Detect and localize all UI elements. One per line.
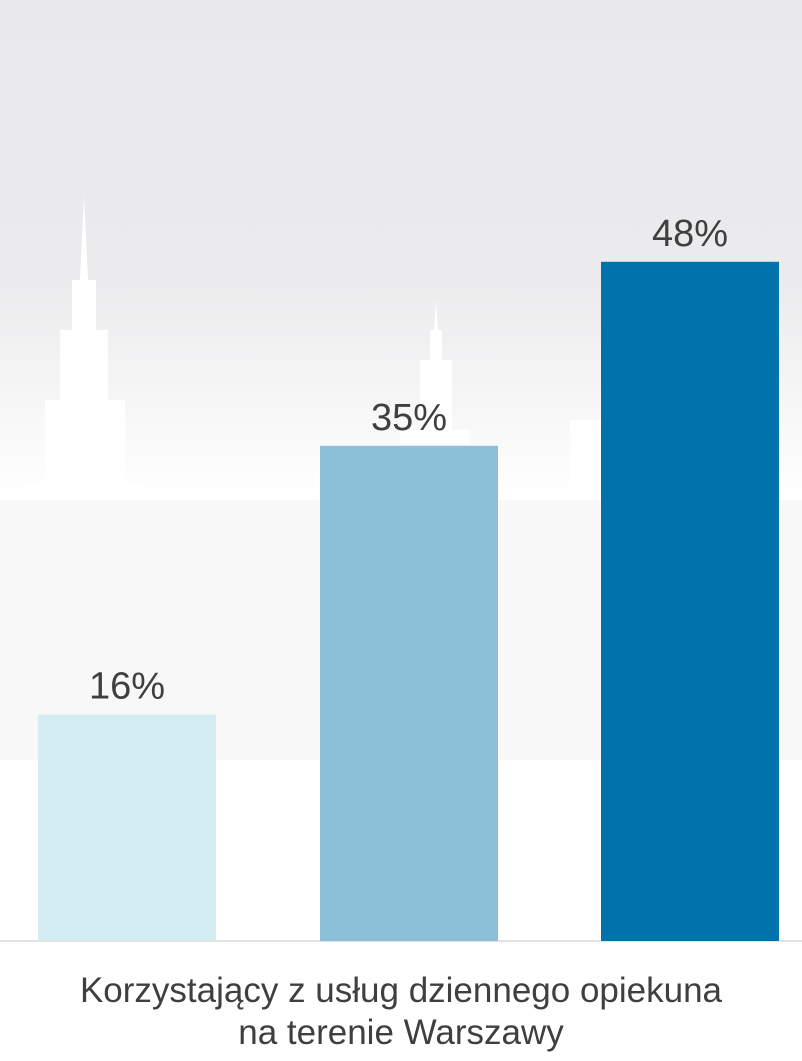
bar-1: [38, 714, 216, 941]
bar-3: [601, 261, 779, 941]
bar-2-value-label: 35%: [371, 397, 447, 439]
value-labels-group: 16% 35% 48%: [89, 213, 728, 708]
bars-group: [38, 261, 779, 941]
x-axis-label-line-2: na terenie Warszawy: [238, 1013, 564, 1052]
x-axis-label: Korzystający z usług dziennego opiekuna …: [0, 970, 802, 1054]
bar-3-value-label: 48%: [652, 213, 728, 255]
bar-2: [320, 445, 498, 941]
x-axis-label-line-1: Korzystający z usług dziennego opiekuna: [79, 971, 723, 1010]
bar-1-value-label: 16%: [89, 666, 165, 708]
